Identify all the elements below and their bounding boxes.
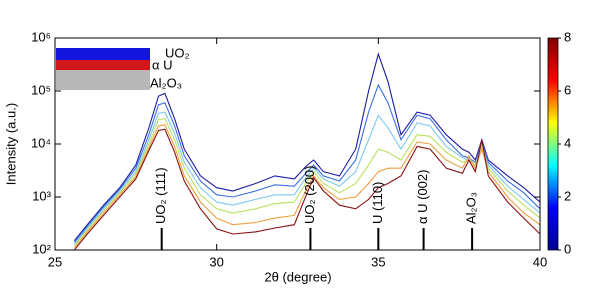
colorbar-tick-label: 4 [564, 135, 571, 150]
colorbar-tick-label: 8 [564, 29, 571, 44]
x-tick-label: 35 [371, 254, 385, 269]
x-tick-label: 25 [48, 254, 62, 269]
y-tick-label: 10² [32, 241, 51, 256]
annotation: UO₂ (111) [153, 167, 168, 224]
colorbar-tick-label: 0 [564, 241, 571, 256]
annotation: UO₂ (200) [302, 165, 317, 224]
y-tick-label: 10³ [32, 188, 51, 203]
colorbar [547, 37, 559, 251]
data-line [73, 124, 540, 249]
annotation: Al₂O₃ [464, 192, 479, 224]
x-tick-label: 30 [209, 254, 223, 269]
y-axis-label: Intensity (a.u.) [3, 103, 18, 185]
inset-label: Al₂O₃ [150, 75, 182, 90]
annotation: α U (002) [415, 170, 430, 224]
inset-layer [56, 70, 150, 90]
colorbar-tick-label: 6 [564, 82, 571, 97]
x-axis-label: 2θ (degree) [264, 269, 331, 284]
inset-label: UO₂ [165, 45, 190, 60]
y-tick-label: 10⁴ [31, 135, 51, 150]
data-line [73, 128, 540, 250]
inset-label: α U [152, 57, 173, 72]
annotation: U (110) [370, 182, 385, 224]
y-tick-label: 10⁵ [31, 82, 51, 97]
x-tick-label: 40 [533, 254, 547, 269]
y-tick-label: 10⁶ [31, 29, 51, 44]
inset-layer [56, 48, 150, 60]
inset-layer [56, 60, 150, 70]
data-line [73, 52, 540, 242]
colorbar-tick-label: 2 [564, 188, 571, 203]
